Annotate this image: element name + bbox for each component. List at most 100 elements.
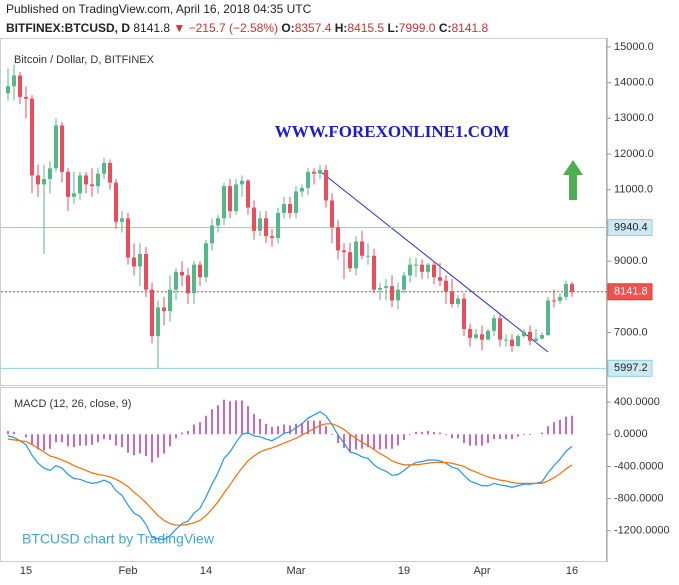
- candle-body: [24, 96, 28, 99]
- candle-body: [474, 334, 478, 338]
- candle-body: [426, 264, 430, 272]
- candle-body: [366, 255, 370, 257]
- candle-body: [498, 318, 502, 340]
- candle-body: [174, 271, 178, 290]
- price-label: 5997.2: [614, 362, 648, 374]
- x-tick-label: Mar: [287, 565, 306, 577]
- ohlc-value: 8141.8: [452, 21, 489, 35]
- candle-body: [204, 243, 208, 278]
- candle-body: [180, 271, 184, 276]
- x-tick-label: 14: [200, 565, 212, 577]
- price-label-box: [607, 359, 653, 377]
- ohlc-key: L:: [387, 21, 398, 35]
- candle-body: [330, 200, 334, 228]
- x-tick-label: Apr: [473, 565, 490, 577]
- candle-body: [30, 98, 34, 176]
- y-tick-label: 0.0000: [614, 428, 648, 440]
- candle-body: [42, 179, 46, 185]
- candle-body: [108, 162, 112, 183]
- price-label-box: [607, 219, 653, 237]
- y-tick-label: 400.0000: [614, 396, 660, 408]
- series-line: [7, 411, 573, 541]
- watermark: WWW.FOREXONLINE1.COM: [275, 122, 510, 141]
- candle-body: [516, 336, 520, 347]
- candle-body: [192, 264, 196, 294]
- candle-body: [510, 339, 514, 347]
- candle-body: [156, 307, 160, 337]
- candle-body: [246, 180, 250, 208]
- symbol-line: BITFINEX:BTCUSD, D 8141.8 ▼ −215.7 (−2.5…: [6, 21, 489, 35]
- candle-body: [258, 218, 262, 231]
- candle-body: [546, 300, 550, 336]
- candle-body: [36, 175, 40, 185]
- x-tick-label: Feb: [119, 565, 138, 577]
- series-line: [7, 423, 573, 526]
- candle-body: [138, 253, 142, 267]
- candle-body: [348, 252, 352, 269]
- candle-body: [60, 125, 64, 172]
- candle-body: [120, 218, 124, 222]
- ohlc-key: H:: [335, 21, 348, 35]
- y-tick-label: 13000.0: [614, 112, 654, 124]
- candle-body: [186, 275, 190, 294]
- candle-body: [168, 289, 172, 312]
- candle-body: [438, 277, 442, 281]
- candle-body: [6, 86, 10, 94]
- candle-body: [534, 338, 538, 341]
- candle-body: [288, 204, 292, 213]
- x-tick-label: 19: [398, 565, 410, 577]
- candle-body: [450, 291, 454, 304]
- candle-body: [336, 227, 340, 251]
- price-label: 8141.8: [614, 286, 648, 298]
- candle-body: [402, 275, 406, 290]
- credit: BTCUSD chart by TradingView: [22, 531, 215, 547]
- y-tick-label: -800.0000: [614, 493, 664, 505]
- y-tick-label: 14000.0: [614, 77, 654, 89]
- candle-body: [324, 170, 328, 201]
- ohlc-value: 8415.5: [347, 21, 384, 35]
- candle-body: [468, 328, 472, 338]
- candle-body: [18, 75, 22, 97]
- up-arrow: [563, 160, 583, 200]
- candle-body: [378, 287, 382, 290]
- candle-body: [444, 280, 448, 292]
- candle-body: [228, 186, 232, 212]
- candle-body: [318, 170, 322, 174]
- candle-body: [72, 193, 76, 197]
- candle-body: [414, 264, 418, 266]
- ohlc-value: 8357.4: [295, 21, 332, 35]
- candle-body: [282, 204, 286, 213]
- last-price: 8141.8: [133, 21, 170, 35]
- candle-body: [48, 168, 52, 180]
- candle-body: [300, 187, 304, 192]
- candle-body: [234, 184, 238, 212]
- y-tick-label: 9000.0: [614, 255, 648, 267]
- candle-body: [342, 250, 346, 253]
- candle-body: [312, 171, 316, 174]
- candle-body: [408, 264, 412, 276]
- candle-body: [126, 218, 130, 258]
- candle-body: [486, 330, 490, 340]
- candle-body: [306, 171, 310, 188]
- y-tick-label: -400.0000: [614, 460, 664, 472]
- candle-body: [504, 339, 508, 341]
- candle-body: [222, 186, 226, 219]
- ohlc-key: C:: [439, 21, 452, 35]
- candle-body: [114, 182, 118, 222]
- candle-body: [270, 236, 274, 238]
- candle-body: [144, 253, 148, 290]
- candle-body: [66, 171, 70, 197]
- candle-body: [78, 175, 82, 194]
- candle-body: [564, 284, 568, 297]
- symbol: BITFINEX:BTCUSD, D: [6, 21, 130, 35]
- candle-body: [462, 298, 466, 329]
- candle-body: [162, 307, 166, 312]
- candle-body: [12, 75, 16, 87]
- candle-body: [294, 191, 298, 213]
- ohlc-value: 7999.0: [399, 21, 436, 35]
- candle-body: [528, 331, 532, 341]
- x-tick-label: 16: [566, 565, 578, 577]
